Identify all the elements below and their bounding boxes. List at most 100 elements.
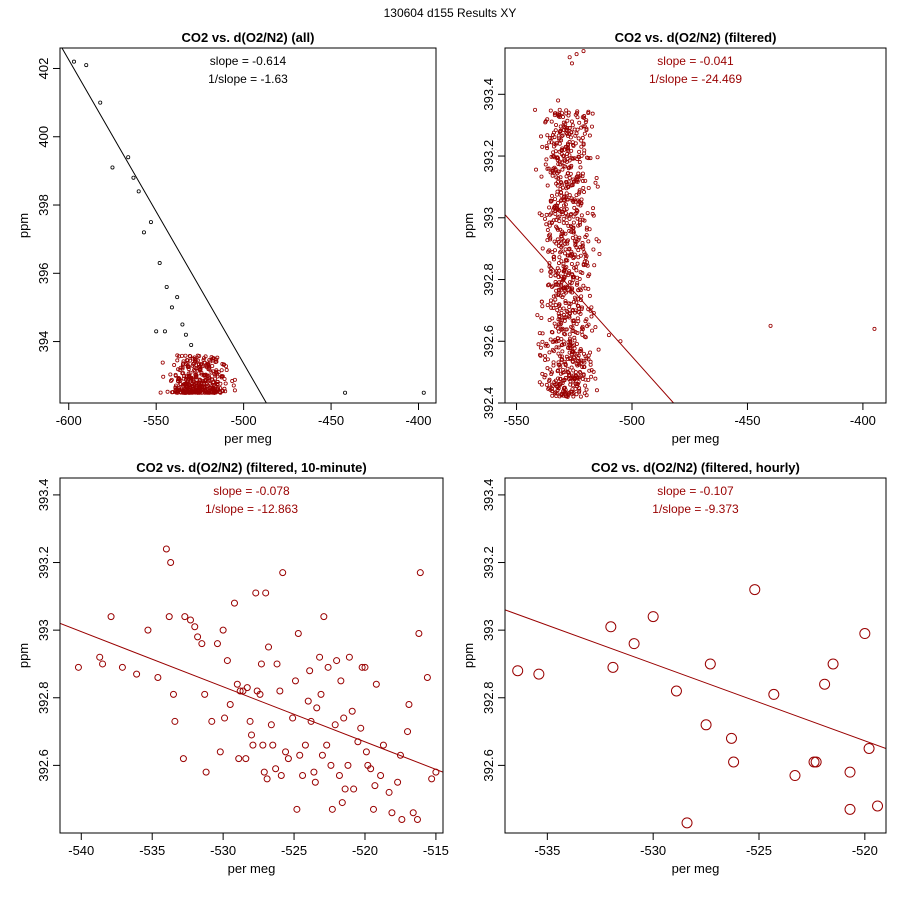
data-point — [566, 373, 571, 378]
data-point — [587, 133, 592, 138]
data-point — [566, 247, 571, 252]
data-point — [570, 123, 575, 128]
data-point — [768, 688, 780, 700]
data-point — [230, 599, 238, 607]
data-point — [551, 294, 556, 299]
data-point — [205, 379, 210, 384]
chart-panel-2: CO2 vs. d(O2/N2) (filtered) -550 -500 -450 -… — [461, 30, 887, 446]
data-point — [549, 198, 554, 203]
data-point — [704, 658, 716, 670]
data-point — [563, 202, 568, 207]
data-point — [192, 368, 197, 373]
data-point — [547, 223, 552, 228]
data-point — [548, 273, 553, 278]
data-point — [320, 613, 328, 621]
y-tick-label: 392.8 — [481, 263, 496, 296]
data-point — [169, 690, 177, 698]
data-point — [568, 212, 573, 217]
data-point — [223, 381, 228, 386]
data-point — [572, 239, 577, 244]
data-point — [279, 569, 287, 577]
data-point — [192, 355, 197, 360]
data-point — [565, 310, 570, 315]
data-point — [593, 325, 598, 330]
data-point — [562, 194, 567, 199]
data-point — [567, 332, 572, 337]
data-point — [567, 228, 572, 233]
data-point — [160, 360, 165, 365]
data-point — [96, 653, 104, 661]
data-point — [379, 741, 387, 749]
data-point — [543, 216, 548, 221]
data-point — [551, 218, 556, 223]
data-point — [318, 751, 326, 759]
data-point — [533, 107, 538, 112]
data-point — [552, 380, 557, 385]
data-point — [559, 234, 564, 239]
data-point — [564, 220, 569, 225]
data-point — [768, 323, 773, 328]
data-point — [569, 324, 574, 329]
data-point — [570, 307, 575, 312]
data-point — [394, 778, 402, 786]
data-point — [536, 342, 541, 347]
data-point — [551, 205, 556, 210]
data-point — [210, 390, 215, 395]
data-point — [700, 719, 712, 731]
y-tick-label: 392.4 — [481, 387, 496, 420]
data-point — [561, 378, 566, 383]
data-point — [181, 389, 186, 394]
data-point — [548, 237, 553, 242]
data-point — [577, 390, 582, 395]
data-point — [560, 349, 565, 354]
data-point — [570, 383, 575, 388]
data-point — [327, 761, 335, 769]
data-point — [576, 304, 581, 309]
data-point — [180, 322, 185, 327]
data-point — [576, 353, 581, 358]
y-tick-label: 402 — [36, 58, 51, 80]
y-tick-label: 400 — [36, 126, 51, 148]
data-point — [570, 360, 575, 365]
chart-title: CO2 vs. d(O2/N2) (filtered) — [615, 30, 777, 45]
data-point — [204, 384, 209, 389]
data-point — [581, 115, 586, 120]
data-point — [189, 388, 194, 393]
data-point — [345, 653, 353, 661]
data-point — [210, 358, 215, 363]
data-point — [571, 214, 576, 219]
data-point — [310, 768, 318, 776]
data-point — [556, 261, 561, 266]
data-point — [572, 346, 577, 351]
data-point — [547, 205, 552, 210]
data-point — [558, 371, 563, 376]
data-point — [576, 297, 581, 302]
y-tick-label: 393.2 — [36, 546, 51, 579]
data-point — [647, 611, 659, 623]
data-point — [576, 154, 581, 159]
data-point — [557, 219, 562, 224]
data-point — [556, 368, 561, 373]
data-point — [553, 324, 558, 329]
x-tick-label: -520 — [352, 843, 378, 858]
data-point — [560, 342, 565, 347]
data-point — [415, 630, 423, 638]
data-point — [539, 174, 544, 179]
data-point — [178, 378, 183, 383]
data-point — [571, 225, 576, 230]
data-point — [537, 380, 542, 385]
data-point — [827, 658, 839, 670]
data-point — [569, 287, 574, 292]
data-point — [584, 225, 589, 230]
data-point — [583, 120, 588, 125]
data-point — [377, 772, 385, 780]
y-axis-label: ppm — [16, 213, 31, 238]
y-tick-label: 392.6 — [36, 749, 51, 782]
data-point — [566, 166, 571, 171]
data-point — [844, 803, 856, 815]
data-point — [567, 193, 572, 198]
data-point — [572, 310, 577, 315]
data-point — [579, 213, 584, 218]
data-point — [188, 354, 193, 359]
data-point — [547, 220, 552, 225]
